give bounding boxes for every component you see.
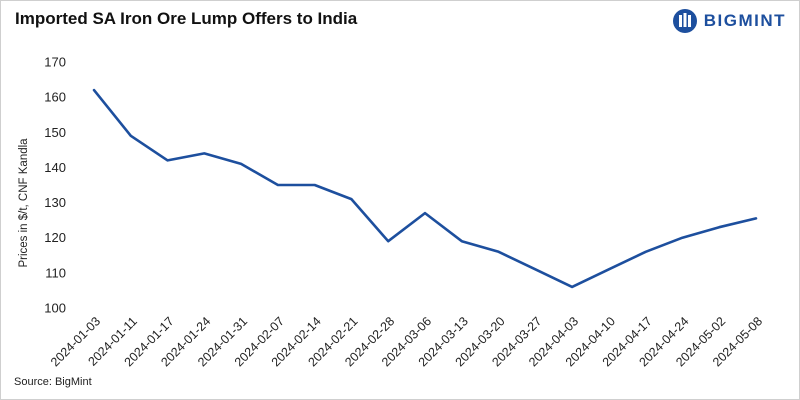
y-tick-label: 170 <box>44 55 66 70</box>
data-point <box>679 235 685 241</box>
data-point <box>496 249 502 255</box>
y-axis-label: Prices in $/t, CNF Kandla <box>18 138 30 268</box>
brand-logo: BIGMINT <box>672 6 786 36</box>
bigmint-logo-icon <box>672 9 697 33</box>
series-group <box>91 87 759 290</box>
brand-name: BIGMINT <box>703 11 786 30</box>
data-point <box>716 224 722 230</box>
data-point <box>643 249 649 255</box>
data-point <box>91 87 97 93</box>
y-tick-label: 100 <box>44 301 66 316</box>
data-point <box>459 238 465 244</box>
series-line <box>92 88 758 289</box>
data-point <box>422 210 428 216</box>
x-axis: 2024-01-032024-01-112024-01-172024-01-24… <box>48 314 765 369</box>
data-point <box>753 215 759 221</box>
data-point <box>165 157 171 163</box>
data-point <box>128 133 134 139</box>
data-point <box>606 266 612 272</box>
source-note: Source: BigMint <box>14 376 92 388</box>
data-point <box>275 182 281 188</box>
chart-title: Imported SA Iron Ore Lump Offers to Indi… <box>15 9 358 28</box>
y-tick-label: 160 <box>44 90 66 105</box>
data-point <box>385 238 391 244</box>
y-tick-label: 120 <box>44 230 66 245</box>
data-point <box>348 196 354 202</box>
data-point <box>312 182 318 188</box>
y-tick-label: 140 <box>44 160 66 175</box>
y-tick-label: 150 <box>44 125 66 140</box>
y-tick-label: 110 <box>45 265 66 280</box>
data-point <box>238 161 244 167</box>
data-point <box>532 266 538 272</box>
data-point <box>569 284 575 290</box>
y-axis: 100 110 120 130 140 150 160 170 <box>44 55 66 316</box>
data-point <box>201 150 207 156</box>
y-tick-label: 130 <box>44 195 66 210</box>
